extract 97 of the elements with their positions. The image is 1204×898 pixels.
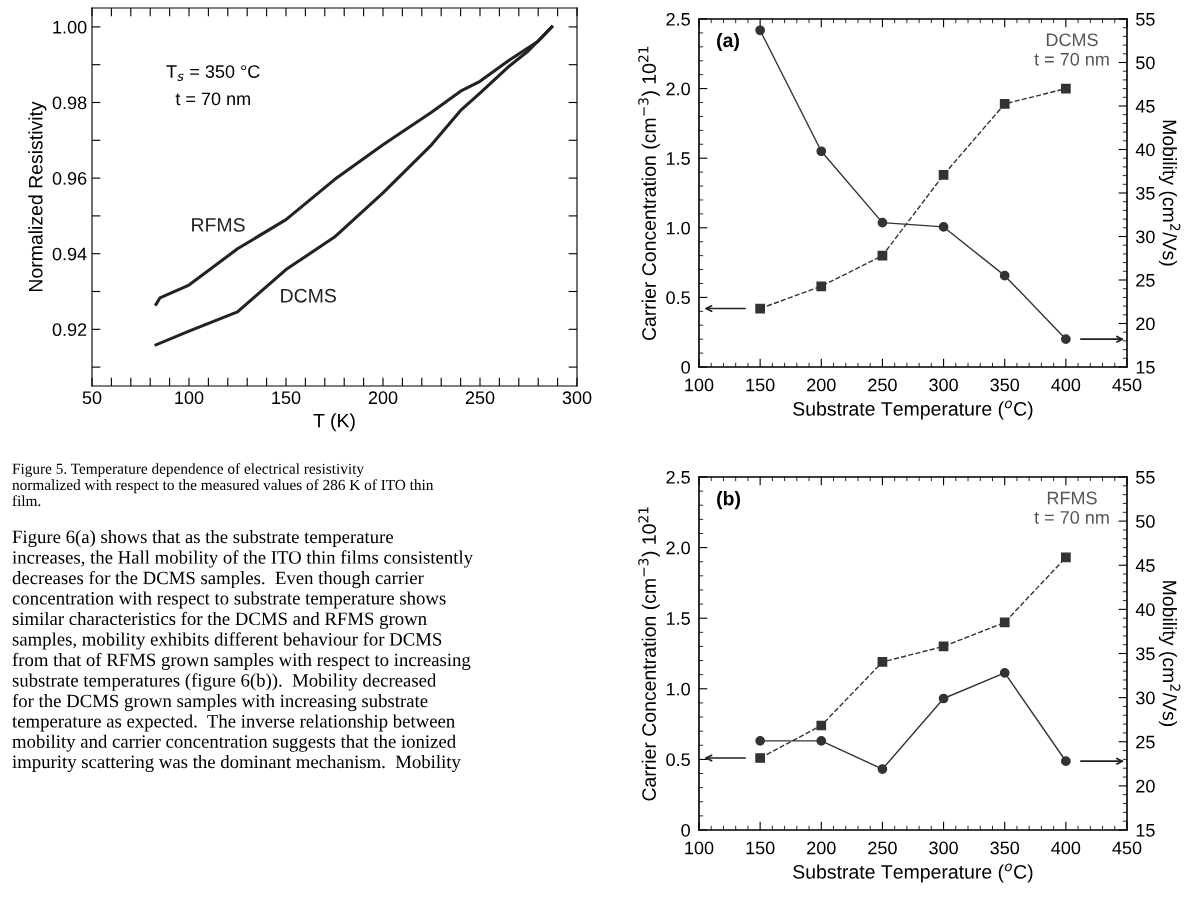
x-tick-label: 100 [685, 378, 714, 392]
y2-tick-label: 55 [1136, 13, 1155, 26]
y2-tick-label: 50 [1136, 515, 1155, 528]
point [999, 617, 1010, 628]
x-tick-label: 350 [990, 841, 1020, 855]
point [1060, 552, 1071, 563]
y-axis-title: Carrier Concentration (cm$^{−3}$) 10$^{21}$ [638, 507, 660, 801]
series-label: DCMS [281, 288, 336, 303]
point [1060, 83, 1071, 94]
point [999, 99, 1010, 109]
x-tick-label: 300 [562, 391, 592, 405]
y2-tick-label: 30 [1136, 691, 1155, 705]
y2-tick-label: 35 [1136, 186, 1155, 200]
point [1060, 756, 1071, 767]
y-tick-label: 0.94 [52, 247, 87, 261]
y2-tick-label: 45 [1135, 100, 1155, 113]
series-label: RFMS [192, 218, 245, 232]
point [755, 753, 766, 763]
y2-tick-label: 15 [1136, 361, 1155, 374]
point [938, 693, 949, 704]
y-tick-label: 1.00 [53, 20, 87, 34]
x-tick-label: 150 [746, 378, 775, 392]
y2-tick-label: 45 [1135, 559, 1155, 572]
y-axis-title: Carrier Concentration (cm$^{−3}$) 10$^{21}$ [638, 46, 660, 341]
y2-tick-label: 35 [1136, 647, 1155, 661]
point [938, 222, 949, 232]
y-tick-label: 0.96 [52, 172, 87, 185]
y-tick-label: 1.0 [666, 682, 690, 696]
y-axis-title: Normalized Resistivity [28, 101, 47, 292]
x-tick-label: 300 [929, 378, 958, 392]
x-tick-label: 350 [990, 378, 1020, 392]
y-tick-label: 2.5 [666, 12, 690, 26]
point [816, 736, 827, 746]
y2-tick-label: 25 [1136, 735, 1155, 749]
y-tick-label: 1.5 [666, 612, 690, 625]
point [1060, 334, 1071, 345]
text: Figure 6(a) shows that as the substrate temperature increases, the Hall mobility of the ITO thin films consistently decreases for the DCMS samples. Even though carrier concentration with respect to substrate temperature shows similar characteristics for the DCMS and RFMS grown samples, mobility exhibits different behaviour for DCMS from that of RFMS grown samples with respect to increasing substrate temperatures (figure 6(b)). Mobility decreased for the DCMS grown samples with increasing substrate temperature as expected. The inverse relationship between mobility and carrier concentration suggests that the ionized impurity scattering was the dominant mechanism. Mobility [12, 530, 473, 773]
y2-tick-label: 55 [1136, 471, 1155, 484]
x-axis-title: Substrate Temperature ($^{o}$C) [793, 863, 1033, 883]
x-tick-label: 100 [685, 841, 714, 855]
annotation: RFMS t = 70 nm [1034, 491, 1109, 524]
point [816, 146, 827, 157]
point [999, 270, 1010, 281]
annotation: (b) [717, 491, 740, 510]
x-tick-label: 400 [1051, 841, 1081, 855]
x-tick-label: 150 [272, 391, 301, 405]
x-tick-label: 250 [868, 378, 897, 392]
point [755, 25, 766, 36]
x-axis-title: Substrate Temperature ($^{o}$C) [793, 400, 1033, 420]
point [877, 250, 888, 261]
y-tick-label: 0.5 [666, 291, 690, 305]
x-tick-label: 300 [929, 841, 958, 855]
point [816, 281, 827, 292]
y2-axis-title: Mobility (cm$^{2}$/Vs) [1158, 120, 1181, 266]
y-tick-label: 1.0 [666, 221, 690, 235]
x-tick-label: 250 [868, 841, 897, 855]
y2-tick-label: 30 [1136, 230, 1155, 244]
y2-tick-label: 15 [1136, 824, 1155, 837]
x-axis-title: T (K) [313, 413, 355, 432]
point [816, 720, 827, 731]
y2-tick-label: 40 [1135, 143, 1155, 157]
y2-axis-title: Mobility (cm$^{2}$/Vs) [1158, 581, 1181, 727]
y2-tick-label: 20 [1136, 779, 1155, 793]
y2-tick-label: 50 [1136, 56, 1155, 70]
x-tick-label: 200 [807, 378, 836, 392]
y-tick-label: 0.98 [52, 96, 87, 110]
x-tick-label: 200 [368, 391, 398, 405]
point [938, 170, 949, 180]
x-tick-label: 250 [465, 391, 495, 405]
x-tick-label: 50 [82, 391, 102, 405]
x-tick-label: 150 [746, 841, 775, 855]
annotation: (a) [717, 32, 739, 52]
y-tick-label: 0 [681, 823, 690, 837]
point [877, 657, 888, 667]
point [755, 303, 766, 314]
y2-tick-label: 40 [1135, 603, 1155, 617]
x-tick-label: 450 [1112, 378, 1142, 392]
point [877, 217, 888, 228]
y2-tick-label: 25 [1136, 273, 1155, 287]
y-tick-label: 2.0 [666, 82, 690, 96]
x-tick-label: 400 [1051, 378, 1081, 392]
y-tick-label: 1.5 [666, 152, 690, 165]
y-tick-label: 2.0 [666, 541, 690, 555]
point [755, 736, 766, 746]
x-tick-label: 450 [1112, 841, 1142, 855]
y-tick-label: 0 [681, 360, 690, 374]
annotation: T$_{s}$ = 350 °C t = 70 nm [166, 65, 260, 106]
x-tick-label: 200 [807, 841, 836, 855]
y2-tick-label: 20 [1136, 317, 1155, 331]
y-tick-label: 0.92 [52, 323, 87, 337]
y-tick-label: 0.5 [666, 753, 690, 767]
point [999, 668, 1010, 678]
y-tick-label: 2.5 [666, 470, 690, 484]
x-tick-label: 100 [175, 391, 204, 405]
point [877, 764, 888, 774]
annotation: DCMS t = 70 nm [1034, 33, 1109, 66]
caption: Figure 5. Temperature dependence of electrical resistivity normalized with respect to the measured values of 286 K of ITO thin film. [12, 463, 434, 507]
